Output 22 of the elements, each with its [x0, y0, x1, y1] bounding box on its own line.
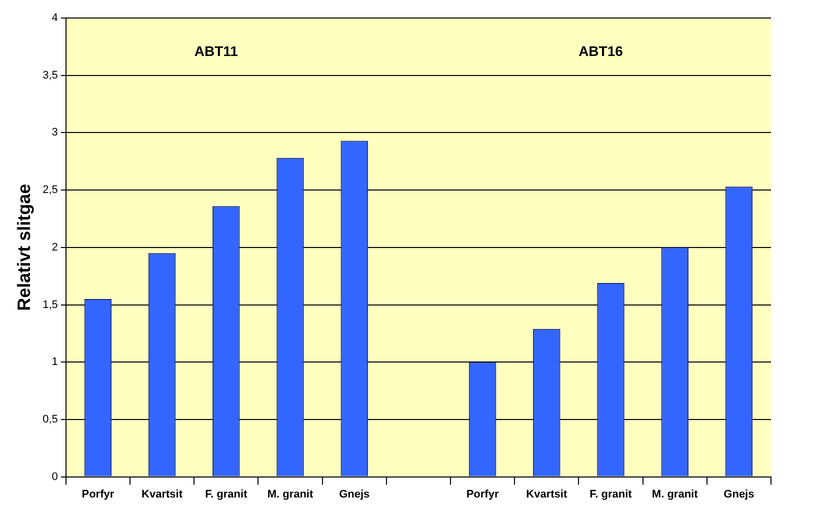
y-tick-label: 2	[52, 241, 58, 254]
y-tick-label: 0,5	[42, 413, 58, 426]
x-tick-label: M. granit	[652, 488, 698, 500]
y-tick-label: 3	[52, 126, 58, 139]
y-tick-label: 1	[52, 356, 58, 368]
x-tick-label: Gnejs	[724, 488, 754, 500]
y-axis-title: Relativt slitgae	[14, 184, 34, 311]
x-tick-label: Porfyr	[466, 488, 500, 500]
x-tick-label: M. granit	[267, 488, 314, 500]
y-tick-label: 4	[52, 12, 58, 24]
y-tick-label: 0	[52, 470, 58, 483]
x-tick-label: F. granit	[590, 488, 632, 500]
x-tick-label: Gnejs	[339, 488, 370, 500]
x-tick-label: F. granit	[205, 488, 248, 500]
annotation: ABT16	[578, 42, 624, 59]
y-tick-label: 3,5	[42, 69, 58, 82]
y-tick-label: 2,5	[42, 184, 58, 196]
y-tick-label: 1,5	[42, 298, 58, 311]
x-tick-label: Kvartsit	[142, 488, 183, 500]
x-tick-label: Porfyr	[82, 488, 115, 500]
x-tick-label: Kvartsit	[526, 488, 568, 500]
annotation: ABT11	[194, 42, 238, 59]
